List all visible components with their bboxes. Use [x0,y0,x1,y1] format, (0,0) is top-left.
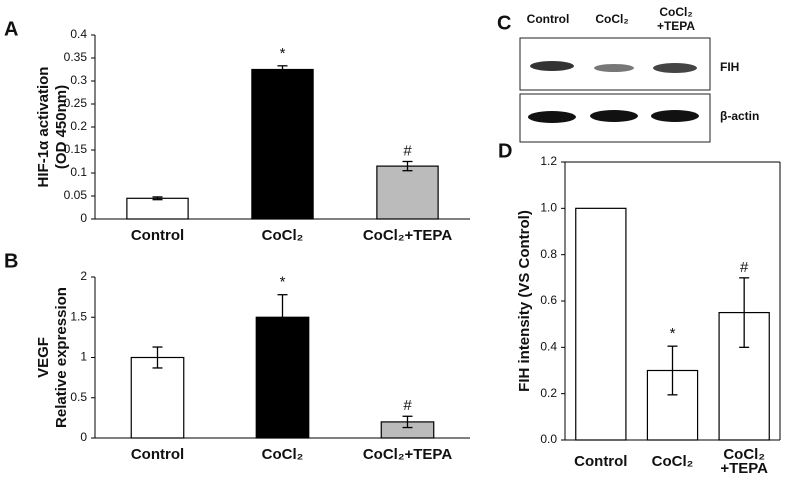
x-tick-label: CoCl₂+TEPA [363,227,452,244]
bar [575,207,627,441]
x-tick-label: CoCl₂ [652,453,694,470]
x-tick-label: CoCl₂ [262,227,304,244]
y-tick-label: 0 [80,430,87,444]
y-tick-label: 0.35 [64,50,88,64]
blot-band [653,63,697,73]
x-tick-label: CoCl₂ [262,446,304,463]
error-bar [402,415,413,429]
y-axis-label: (OD 450nm) [53,85,70,169]
annotation: # [403,397,412,414]
x-tick-label: Control [131,227,184,244]
y-tick-label: 1.5 [70,309,87,323]
y-tick-label: 0.2 [540,386,557,400]
y-tick-label: 0 [80,211,87,225]
blot-band [528,111,576,123]
error-bar [739,277,750,348]
row-label: FIH [720,60,739,74]
y-tick-label: 0.05 [64,188,88,202]
panel-label: B [4,250,18,272]
annotation: * [670,325,676,342]
x-tick-label: Control [574,453,627,470]
bar [126,197,189,220]
error-bar [152,196,163,201]
annotation: # [740,259,749,276]
y-tick-label: 0.6 [540,293,557,307]
lane-label: CoCl₂ [595,12,628,26]
lane-label: CoCl₂ +TEPA [657,5,695,33]
y-tick-label: 0.5 [70,390,87,404]
y-tick-label: 0.1 [70,165,87,179]
blot-band [530,61,574,71]
y-tick-label: 0.3 [70,73,87,87]
bar [130,356,185,439]
y-tick-label: 1.0 [540,201,557,215]
y-axis-label: HIF-1α activation [35,67,52,188]
error-bar [402,160,413,172]
panel-label: D [498,140,512,162]
y-tick-label: 0.4 [540,340,557,354]
y-tick-label: 1 [80,350,87,364]
y-tick-label: 0.4 [70,27,87,41]
annotation: * [280,45,286,62]
y-tick-label: 0.15 [64,142,88,156]
error-bar [667,345,678,396]
error-bar [152,346,163,369]
bar [251,68,314,220]
y-axis-label: FIH intensity (VS Control) [516,210,533,392]
panel-label: C [497,12,511,34]
annotation: * [280,274,286,291]
panel-label: A [4,18,18,40]
x-tick-label: Control [131,446,184,463]
x-tick-label: CoCl₂+TEPA [720,446,768,477]
y-tick-label: 0.2 [70,119,87,133]
error-bar [277,294,288,341]
annotation: # [403,142,412,159]
y-tick-label: 2 [80,269,87,283]
y-tick-label: 0.25 [64,96,88,110]
y-axis-label: Relative expression [53,287,70,428]
blot-band [590,110,638,122]
blot-band [594,64,634,72]
x-tick-label: CoCl₂+TEPA [363,446,452,463]
y-tick-label: 0.0 [540,432,557,446]
blot-band [651,110,699,122]
y-axis-label: VEGF [35,337,52,378]
y-tick-label: 0.8 [540,247,557,261]
bar [376,165,439,220]
lane-label: Control [527,12,570,26]
row-label: β-actin [720,109,759,123]
error-bar [277,65,288,74]
y-tick-label: 1.2 [540,154,557,168]
